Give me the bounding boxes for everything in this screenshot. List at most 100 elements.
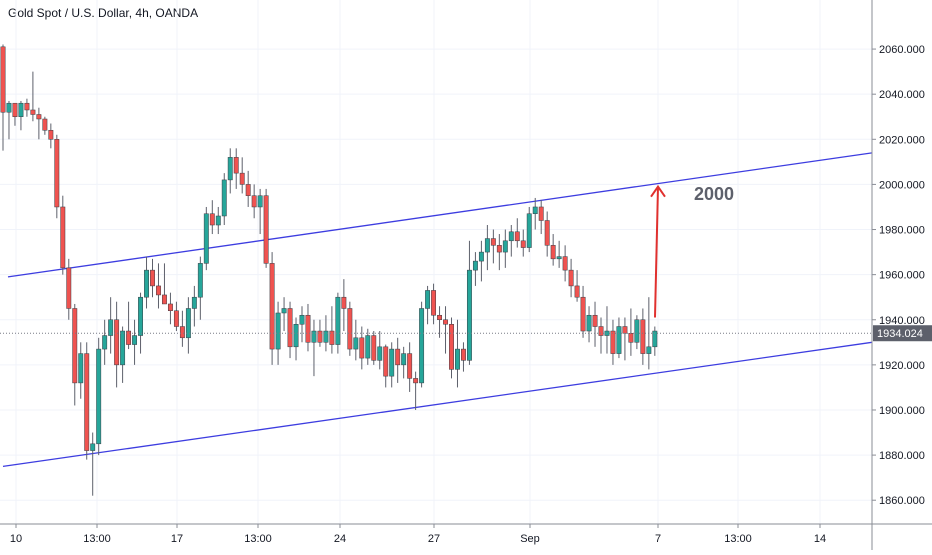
candle-up [586,314,592,332]
candle-down [538,206,544,221]
price-tick-label: 1980.000 [879,225,925,237]
time-tick-label: Sep [520,533,540,545]
candle-down [580,296,586,332]
candle-up [138,296,143,336]
candle-down [263,195,269,264]
candle-down [167,303,173,311]
candle-down [490,238,496,246]
candle-down [269,263,275,350]
candle-down [562,256,568,271]
price-tick-label: 2060.000 [879,44,925,56]
candle-down [550,245,556,260]
candle-up [120,330,126,366]
candle-up [365,335,371,359]
time-tick-label: 17 [171,533,183,545]
candle-down [0,46,6,113]
candle-down [66,267,72,309]
last-price-badge [873,325,932,342]
candle-up [102,335,108,350]
candle-up [227,157,233,181]
candle-up [377,346,383,361]
candle-up [455,348,460,370]
candle-up [185,308,191,339]
time-tick-label: 13:00 [724,533,752,545]
candle-up [203,213,209,264]
candle-up [197,263,203,298]
candle-down [514,231,520,242]
target-arrow-head [650,184,666,198]
price-tick-label: 2040.000 [879,89,925,101]
candle-down [359,337,365,359]
time-tick-label: 27 [428,533,440,545]
candle-up [634,319,640,343]
price-tick-label: 2020.000 [879,134,925,146]
candle-down [179,326,185,339]
candle-up [484,238,490,253]
time-tick-label: 13:00 [244,533,272,545]
candle-down [317,330,323,343]
candle-down [305,314,311,343]
candle-down [437,314,442,321]
candle-up [18,102,24,117]
candle-up [508,231,514,242]
candle-up [96,348,102,445]
candle-down [54,139,60,208]
candle-down [568,269,574,287]
candle-down [72,308,78,384]
candle-down [496,245,502,253]
candle-up [221,179,227,217]
candle-down [395,348,401,366]
candle-down [162,294,167,305]
candle-up [425,290,431,309]
candle-up [389,348,395,377]
candle-up [532,206,538,214]
candle-up [90,443,96,451]
candle-down [598,326,604,336]
candle-down [341,296,347,309]
candle-down [150,269,155,287]
price-tick-label: 1860.000 [879,495,925,507]
candle-up [323,330,329,343]
candle-down [461,348,466,361]
candle-down [622,326,628,334]
channel-upper-line [7,152,873,278]
candle-up [215,215,221,226]
candle-down [48,130,54,140]
candle-down [443,319,448,325]
price-tick-label: 1960.000 [879,270,925,282]
candle-up [257,195,263,208]
candle-up [419,308,425,384]
candle-down [24,102,30,111]
candle-up [281,308,287,314]
candle-down [628,333,634,343]
candle-down [156,285,161,296]
candle-down [30,109,36,115]
candle-down [520,240,526,248]
annotation-2000: 2000 [694,184,734,204]
channel-lower-line [2,341,873,468]
candle-down [413,378,419,384]
candle-down [592,314,598,327]
candle-down [287,308,293,348]
candle-up [616,326,622,354]
candle-down [431,290,437,316]
candle-down [126,330,132,345]
candle-down [407,353,413,379]
time-tick-label: 7 [655,533,661,545]
candle-down [544,220,550,246]
time-tick-label: 14 [814,533,826,545]
candle-down [383,346,389,377]
candle-down [12,102,18,117]
candle-down [610,330,616,354]
candle-up [132,335,138,345]
candle-down [371,335,377,361]
candle-up [299,314,305,325]
price-tick-label: 1900.000 [879,405,925,417]
time-tick-label: 24 [334,533,346,545]
candle-up [311,330,317,343]
candle-up [652,330,658,348]
candle-up [78,353,84,384]
candle-down [347,308,353,350]
